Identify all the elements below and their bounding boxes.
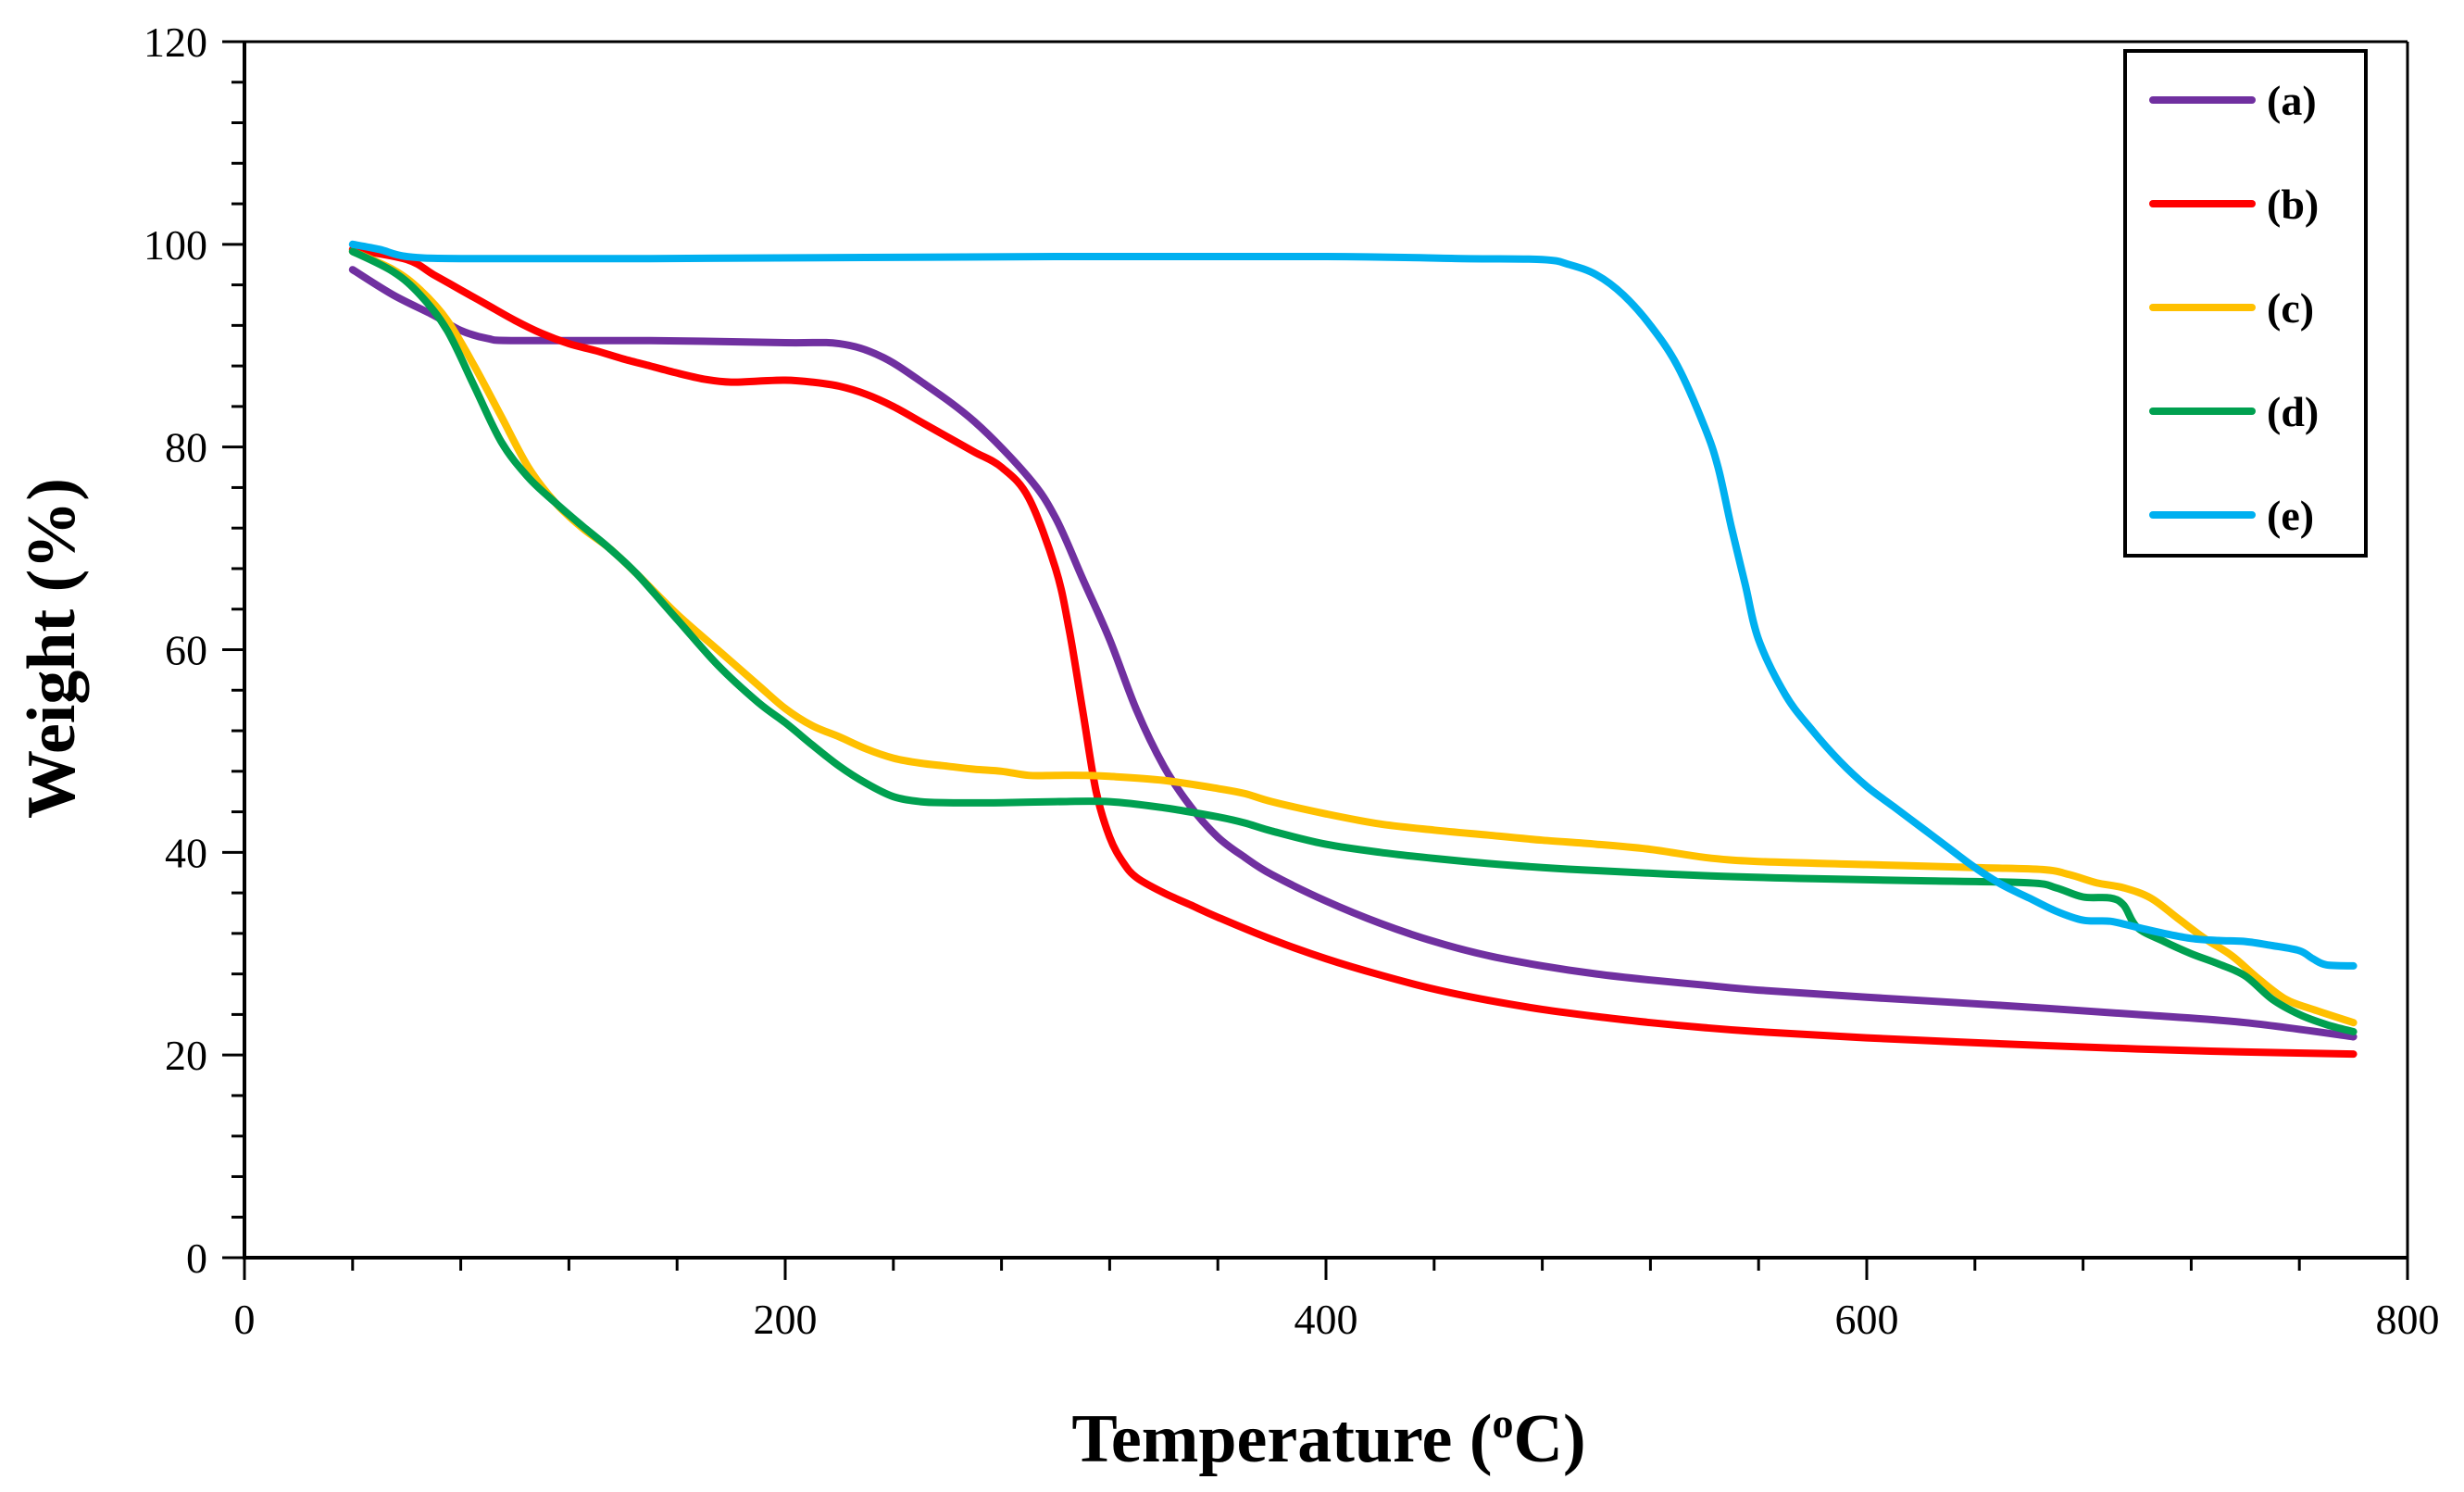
legend-label-a: (a) [2267, 77, 2317, 124]
y-axis-title: Weight (%) [14, 478, 90, 819]
series-line-a [348, 266, 2358, 1041]
plot-area: 0 200 400 600 800 0 20 40 60 80 100 120 [144, 19, 2440, 1343]
y-tick-label: 80 [165, 424, 207, 471]
legend-label-e: (e) [2267, 492, 2314, 539]
x-tick-label: 400 [1295, 1296, 1358, 1343]
y-tick-label: 60 [165, 627, 207, 674]
y-tick-label: 100 [144, 221, 207, 269]
series-line-e [348, 240, 2358, 970]
legend-box [2123, 49, 2368, 558]
series-lines [348, 240, 2358, 1059]
x-axis-title: Temperature (oC) [1071, 1399, 1585, 1477]
y-tick-label: 40 [165, 829, 207, 876]
legend-label-d: (d) [2267, 388, 2319, 435]
x-tick-label: 600 [1835, 1296, 1899, 1343]
legend-items: (a) (b) (c) (d) (e) [2149, 77, 2319, 539]
y-tick-label: 20 [165, 1032, 207, 1079]
series-line-b [348, 245, 2358, 1059]
x-axis-tick-labels: 0 200 400 600 800 [234, 1296, 2440, 1343]
series-line-d [348, 247, 2358, 1035]
x-tick-label: 0 [234, 1296, 256, 1343]
legend-label-c: (c) [2267, 284, 2314, 332]
y-axis-tick-labels: 0 20 40 60 80 100 120 [144, 19, 207, 1282]
y-axis-ticks [222, 40, 244, 1260]
x-axis-ticks [243, 1258, 2409, 1280]
legend-label-b: (b) [2267, 181, 2319, 228]
y-tick-label: 0 [186, 1235, 207, 1282]
legend: (a) (b) (c) (d) (e) [2123, 49, 2368, 558]
x-tick-label: 200 [754, 1296, 818, 1343]
x-tick-label: 800 [2376, 1296, 2440, 1343]
y-tick-label: 120 [144, 19, 207, 66]
